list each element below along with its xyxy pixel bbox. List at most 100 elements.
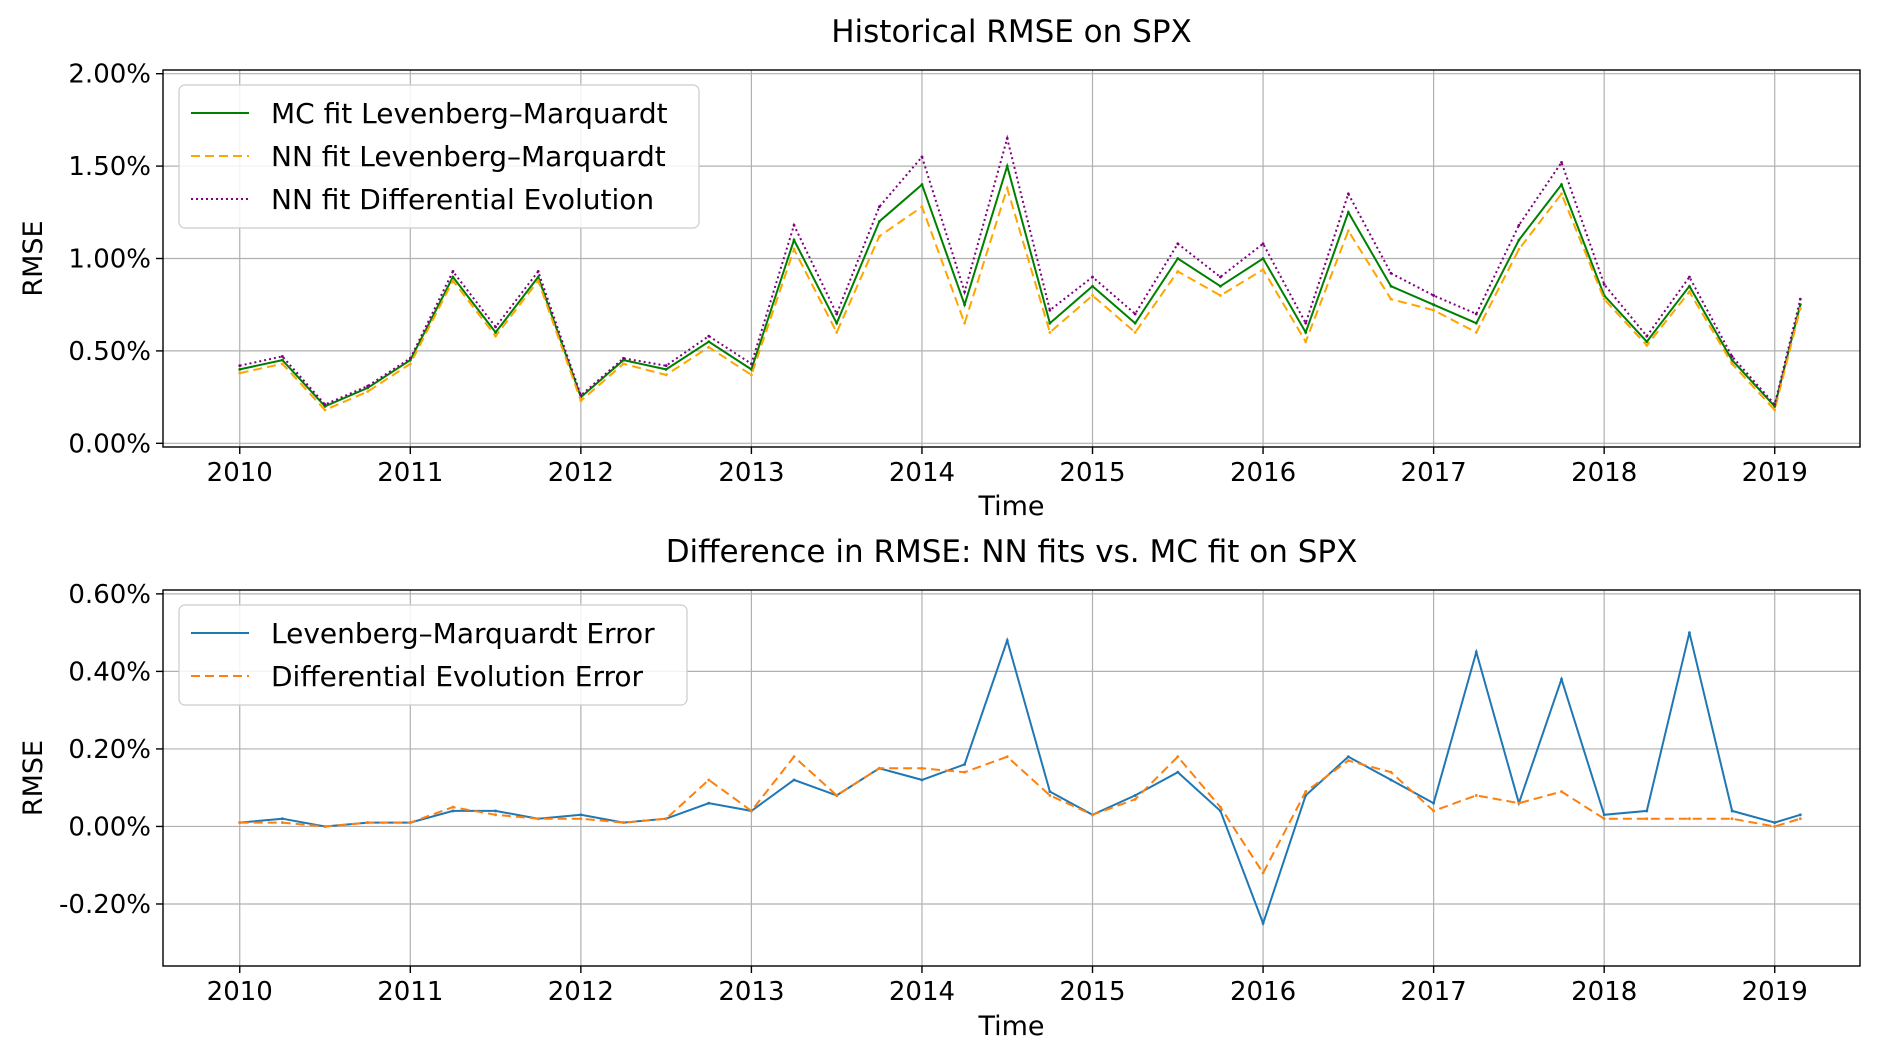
series-line-2 [239,755,1801,875]
data-point [1389,770,1393,774]
chart-title: Difference in RMSE: NN fits vs. MC fit o… [666,534,1358,570]
data-point [366,821,370,824]
data-point [1048,331,1052,334]
data-point [238,371,242,375]
data-point [1048,321,1052,325]
x-tick-label: 2015 [1059,458,1125,488]
x-axis-label: Time [977,1011,1044,1042]
data-point [1219,275,1222,279]
series-line-2 [239,184,1802,413]
legend-label: MC fit Levenberg–Marquardt [271,97,668,130]
data-point [579,399,583,403]
x-tick-label: 2013 [718,977,784,1007]
data-point [494,813,497,817]
data-point [1730,817,1734,821]
data-point [1773,403,1777,406]
data-point [1602,813,1606,817]
data-point [1346,229,1350,233]
data-point [664,817,668,821]
data-point [1432,294,1436,297]
data-point [1389,271,1393,275]
data-point [1730,809,1734,813]
x-tick-label: 2014 [889,458,955,488]
data-point [1133,794,1137,797]
y-axis-label: RMSE [18,740,49,816]
data-point [1602,297,1606,301]
y-tick-label: 0.00% [68,429,151,459]
data-point [494,334,497,338]
y-axis-label: RMSE [18,220,49,296]
data-point [1091,813,1094,817]
data-point [238,364,242,368]
data-point [451,805,455,809]
data-point [1773,408,1777,412]
data-point [1517,247,1521,251]
data-point [1346,210,1350,214]
data-point [1261,921,1265,925]
data-point [1602,817,1606,821]
x-tick-label: 2017 [1401,458,1467,488]
data-point [280,817,284,821]
data-point [1688,284,1691,288]
data-point [1474,650,1478,654]
data-point [920,155,924,159]
chart-1: Historical RMSE on SPX 2010 2011 2012 2013 20… [18,14,1861,522]
data-point [622,362,625,366]
data-point [877,205,881,209]
data-point [1261,268,1265,271]
data-point [1346,755,1350,759]
data-point [707,340,711,344]
data-point [366,390,370,393]
data-point [579,813,583,817]
data-point [920,205,924,209]
data-point [792,223,796,227]
x-tick-label: 2010 [207,458,273,488]
data-point [1798,306,1802,310]
data-point [792,778,796,782]
data-point [750,362,753,366]
data-point [1773,825,1777,828]
data-point [1432,801,1436,805]
data-point [280,362,284,366]
data-point [664,364,668,368]
data-point [707,345,711,349]
data-point [877,234,881,238]
data-point [1176,770,1180,774]
data-point [963,763,966,766]
data-point [1773,821,1777,824]
data-point [1261,257,1265,260]
data-point [1048,794,1052,797]
y-tick-label: -0.20% [59,890,151,920]
data-point [1005,755,1009,759]
x-tick-label: 2018 [1571,458,1637,488]
data-point [366,384,370,388]
data-point [664,373,668,377]
data-point [536,279,540,283]
data-point [1645,334,1649,338]
data-point [451,279,455,283]
data-point [920,183,924,186]
data-point [963,303,966,307]
x-tick-label: 2011 [377,458,443,488]
x-tick-label: 2016 [1230,458,1296,488]
data-point [920,778,924,782]
data-point [1560,677,1563,681]
data-point [1304,331,1308,334]
data-point [1346,192,1350,196]
data-point [1304,340,1308,344]
data-point [408,821,412,824]
data-point [323,825,327,828]
data-point [664,367,668,371]
data-point [835,331,839,334]
data-point [707,801,711,805]
y-tick-label: 0.40% [68,657,151,687]
data-point [1389,778,1393,782]
data-point [1474,331,1478,334]
data-point [1261,871,1265,875]
data-point [1645,817,1649,821]
y-tick-label: 0.60% [68,580,151,610]
data-point [1798,817,1802,821]
data-point [963,321,966,325]
data-point [536,270,540,273]
